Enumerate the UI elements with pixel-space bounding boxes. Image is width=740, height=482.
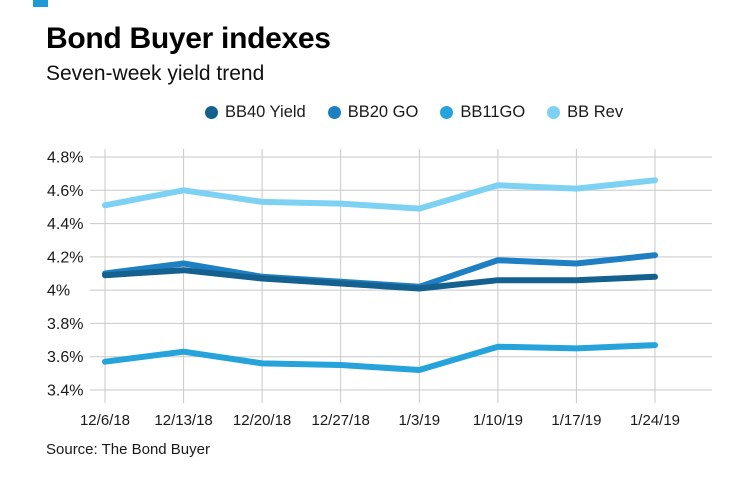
y-tick-label: 3.4%: [47, 383, 83, 400]
x-tick-label: 12/27/18: [312, 412, 370, 429]
legend-item-bb20: BB20 GO: [327, 103, 419, 122]
chart-subtitle: Seven-week yield trend: [46, 62, 265, 85]
source-note: Source: The Bond Buyer: [46, 441, 210, 458]
x-tick-label: 12/20/18: [233, 412, 291, 429]
series-line-bb11go: [102, 342, 658, 373]
y-tick-label: 4%: [47, 283, 70, 300]
y-tick-label: 4.2%: [47, 249, 83, 266]
legend-item-bb11: BB11GO: [440, 103, 525, 122]
x-tick-label: 1/17/19: [551, 412, 601, 429]
legend-swatch-icon: [547, 106, 561, 119]
y-tick-label: 3.6%: [47, 349, 83, 366]
legend-label: BB40 Yield: [225, 103, 306, 121]
series-line-bb-rev: [102, 177, 658, 212]
legend-item-bb40: BB40 Yield: [205, 103, 306, 122]
y-tick-label: 3.8%: [47, 316, 83, 333]
y-tick-label: 4.4%: [47, 216, 83, 233]
legend-item-bbrev: BB Rev: [547, 103, 623, 122]
x-tick-label: 1/10/19: [473, 412, 523, 429]
y-tick-label: 4.6%: [47, 183, 83, 200]
line-chart: 4.8% 4.6% 4.4% 4.2% 4% 3.8% 3.6% 3.4% 12/6/18 12/…: [47, 149, 712, 429]
page-title: Bond Buyer indexes: [46, 22, 331, 55]
x-tick-label: 1/24/19: [630, 412, 680, 429]
series-line-bb40-yield: [102, 267, 658, 292]
accent-bar: [33, 0, 48, 7]
x-tick-label: 12/6/18: [80, 412, 130, 429]
chart-legend: BB40 Yield BB20 GO BB11GO BB Rev: [205, 103, 623, 122]
x-tick-label: 12/13/18: [154, 412, 212, 429]
legend-label: BB Rev: [567, 103, 624, 121]
x-tick-label: 1/3/19: [398, 412, 440, 429]
legend-swatch-icon: [440, 106, 454, 119]
legend-label: BB20 GO: [347, 103, 419, 121]
legend-swatch-icon: [205, 106, 218, 119]
legend-label: BB11GO: [460, 103, 526, 121]
legend-swatch-icon: [327, 106, 341, 119]
y-tick-label: 4.8%: [47, 150, 83, 167]
